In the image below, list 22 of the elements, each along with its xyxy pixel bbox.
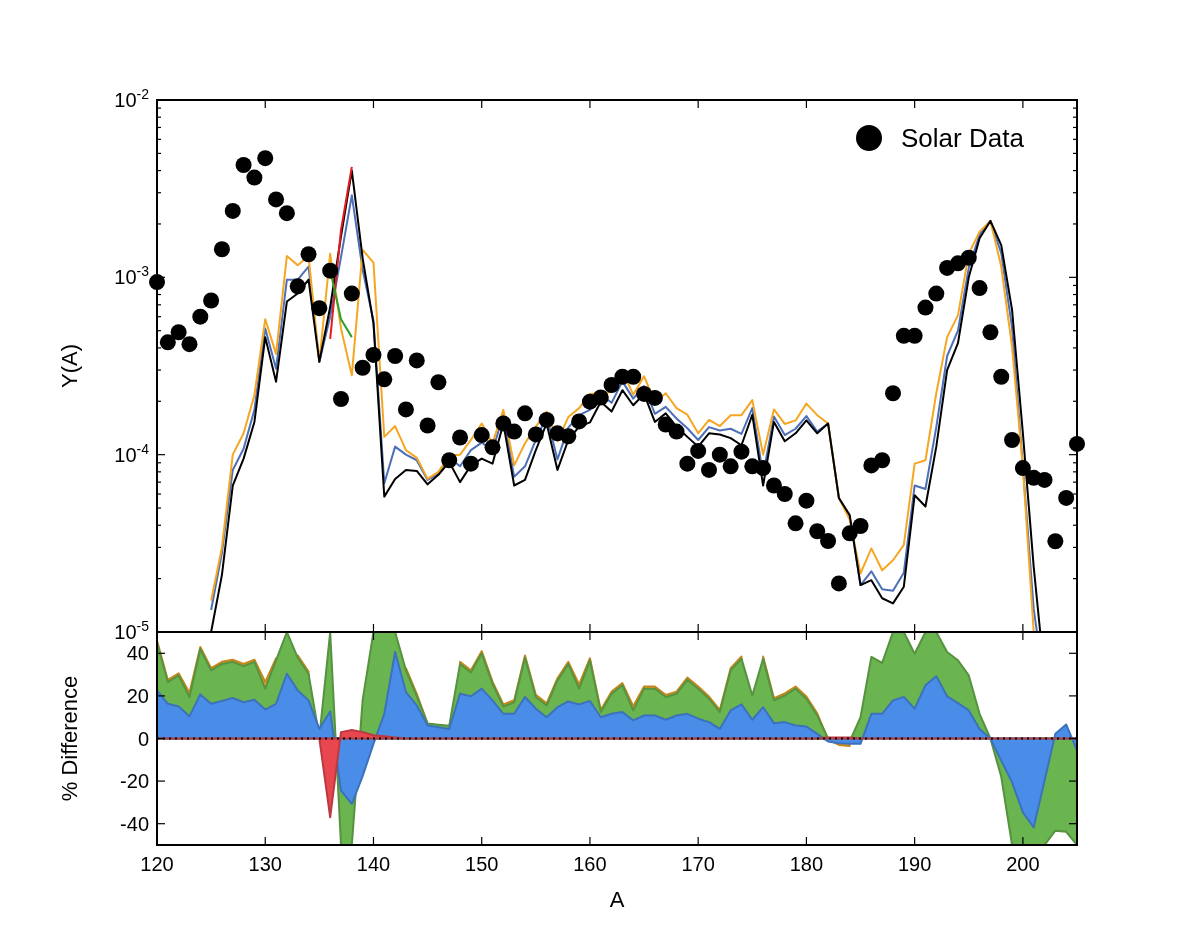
x-tick-label: 200 [1006, 853, 1040, 875]
y-tick-label: -40 [120, 812, 149, 835]
x-tick-label: 190 [897, 853, 932, 875]
x-axis-title: A [609, 887, 625, 912]
x-tick-label: 180 [789, 853, 824, 875]
legend-label: Solar Data [901, 123, 1025, 153]
x-tick-label: 150 [465, 853, 499, 875]
y-axis-title: Y(A) [57, 344, 82, 388]
y-tick-label: 10$^{-4}$ [114, 440, 150, 466]
y-tick-label: 0 [137, 727, 149, 750]
x-tick-label: 160 [573, 853, 607, 875]
x-tick-label: 140 [356, 853, 391, 875]
y-tick-label: 10$^{-3}$ [114, 263, 150, 289]
y-tick-label: 20 [126, 684, 149, 707]
x-tick-label: 170 [681, 853, 715, 875]
y-tick-label: 10$^{-5}$ [114, 618, 150, 643]
y-axis-title: % Difference [57, 675, 82, 802]
y-tick-label: 10$^{-2}$ [114, 86, 150, 111]
y-tick-label: -20 [120, 770, 149, 793]
x-tick-label: 130 [248, 853, 282, 875]
x-tick-label: 120 [140, 853, 174, 875]
y-tick-label: 40 [126, 642, 149, 665]
